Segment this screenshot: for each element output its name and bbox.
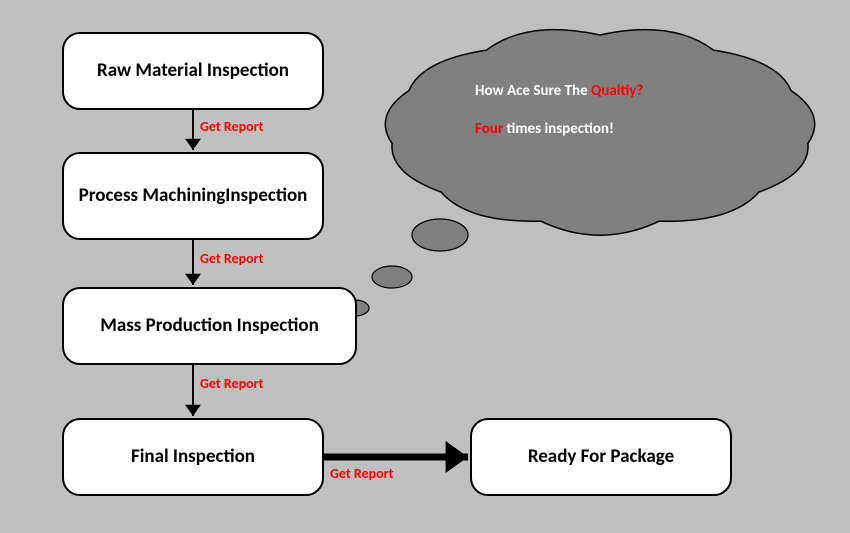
edge-label-proc-mass: Get Report <box>200 250 264 267</box>
edge-label-raw-proc: Get Report <box>200 118 264 135</box>
edge-label-mass-final: Get Report <box>200 375 264 392</box>
node-proc: Process MachiningInspection <box>62 152 324 240</box>
node-final: Final Inspection <box>62 418 324 496</box>
diagram-canvas: Raw Material Inspection Process Machining… <box>0 0 850 533</box>
cloud-line1-pre: How Ace Sure The <box>475 82 591 100</box>
cloud-line2-post: times inspection! <box>503 120 614 138</box>
cloud-line1-highlight: Qualtiy? <box>591 82 643 100</box>
cloud-line2-highlight: Four <box>475 120 503 138</box>
node-mass: Mass Production Inspection <box>62 287 357 365</box>
cloud-text-line2: Four times inspection! <box>475 120 614 138</box>
node-ready: Ready For Package <box>470 418 732 496</box>
node-raw: Raw Material Inspection <box>62 32 324 110</box>
edge-label-final-ready: Get Report <box>330 465 394 482</box>
cloud-text-line1: How Ace Sure The Qualtiy? <box>475 82 643 100</box>
